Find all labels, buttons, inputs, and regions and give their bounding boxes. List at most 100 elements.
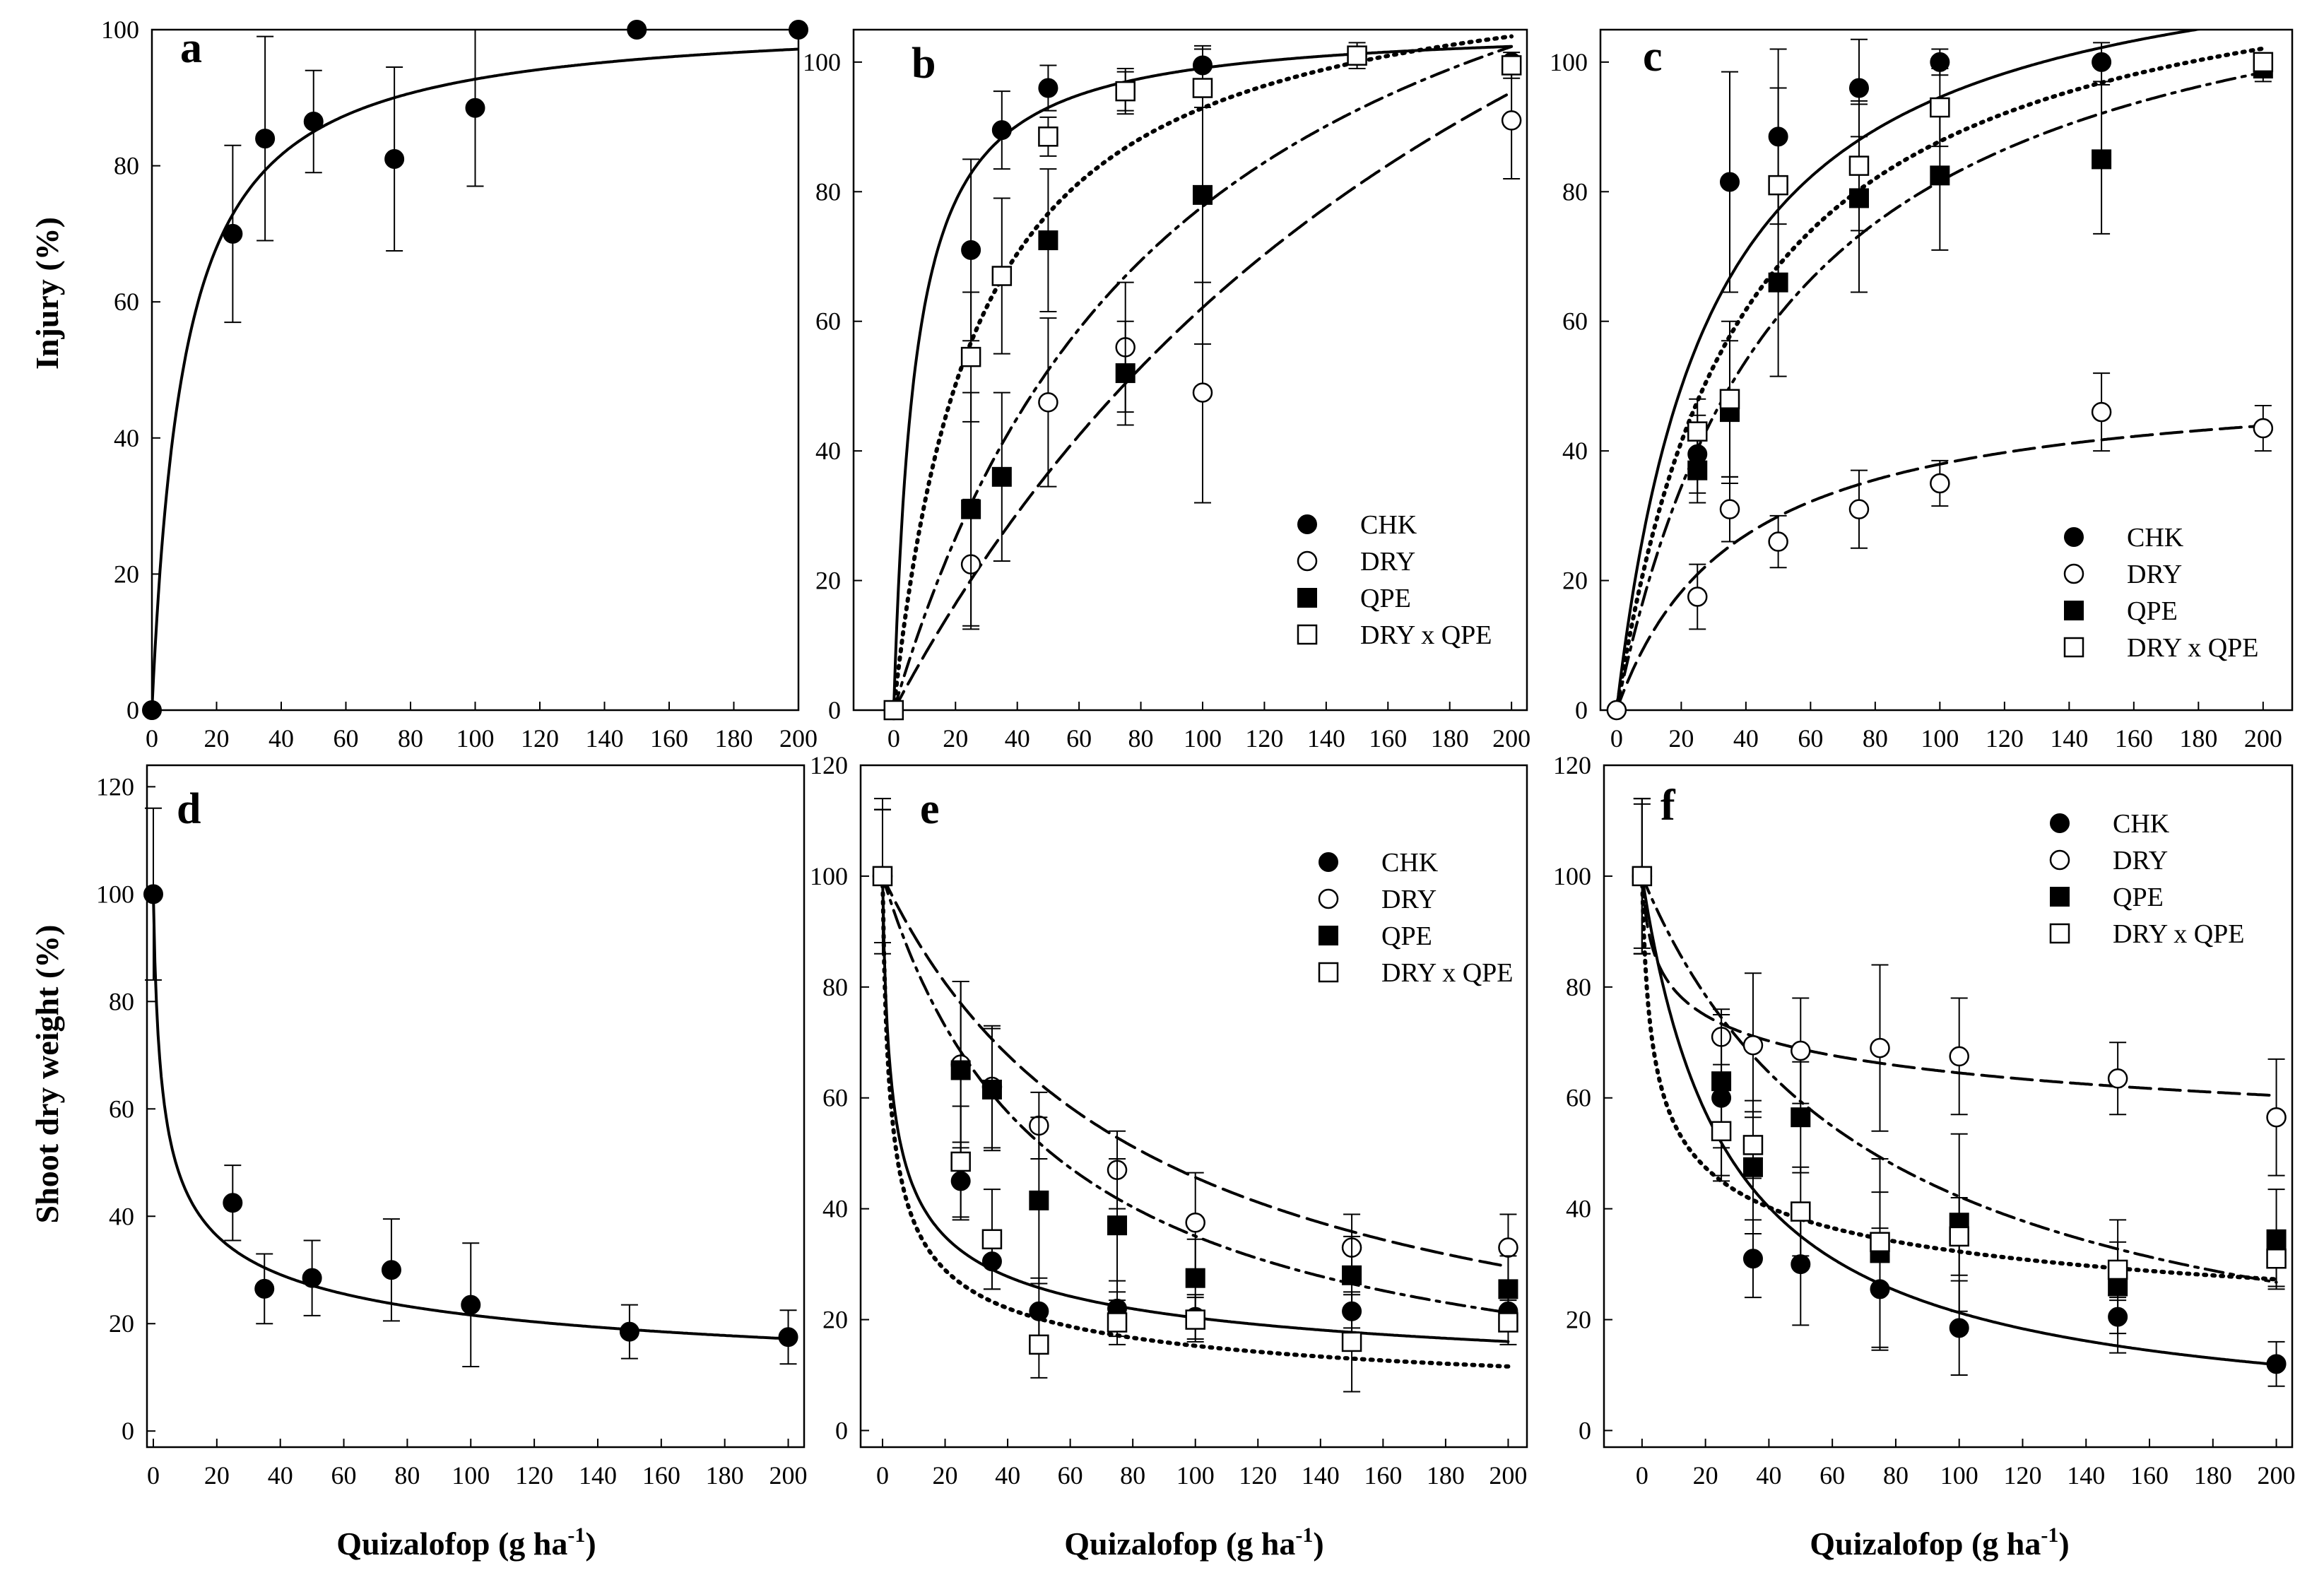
data-point	[619, 1321, 639, 1342]
data-point	[1347, 45, 1367, 66]
legend-marker	[2049, 923, 2070, 944]
panel-letter: e	[920, 785, 940, 833]
x-tick-label: 20	[204, 1461, 230, 1490]
legend-label: DRY	[1381, 885, 1437, 914]
x-tick-label: 100	[456, 724, 495, 753]
data-point	[1107, 1312, 1128, 1333]
legend-marker	[1297, 550, 1318, 572]
data-point	[981, 1229, 1003, 1250]
data-point	[223, 223, 243, 244]
legend-marker	[2050, 887, 2070, 907]
data-point	[1115, 363, 1136, 384]
legend-label: DRY x QPE	[1381, 958, 1514, 988]
data-point	[1949, 1046, 1969, 1067]
x-tick-label: 140	[579, 1461, 617, 1490]
x-tick-label: 60	[1058, 1461, 1083, 1490]
x-tick-label: 180	[1427, 1461, 1465, 1490]
legend-label: DRY x QPE	[2127, 633, 2259, 663]
y-tick-label: 20	[1562, 567, 1588, 595]
legend-label: DRY	[2127, 560, 2182, 589]
data-point	[1038, 126, 1058, 147]
legend-marker	[2050, 813, 2070, 833]
x-axis-title-d: Quizalofop (g ha-1)	[336, 1523, 596, 1562]
data-point	[1038, 230, 1058, 251]
y-tick-label: 0	[835, 1416, 848, 1444]
panel-letter: f	[1661, 782, 1676, 830]
data-point	[961, 499, 981, 519]
x-tick-label: 0	[146, 724, 158, 753]
data-point	[2107, 1068, 2128, 1089]
x-axis-title-text: Quizalofop (g ha	[336, 1526, 567, 1562]
x-tick-label: 100	[1184, 724, 1222, 753]
data-point	[1687, 586, 1708, 607]
legend-marker	[1318, 888, 1339, 909]
data-point	[1115, 81, 1136, 102]
x-tick-label: 200	[779, 724, 818, 753]
data-point	[1342, 1265, 1362, 1285]
data-point	[1498, 1237, 1518, 1258]
x-tick-label: 60	[331, 1461, 357, 1490]
data-point	[627, 20, 647, 40]
x-tick-label: 180	[2179, 724, 2217, 753]
data-point	[1742, 1034, 1764, 1056]
x-tick-label: 40	[268, 1461, 293, 1490]
x-tick-label: 100	[1921, 724, 1959, 753]
x-tick-label: 160	[1364, 1461, 1402, 1490]
x-tick-label: 120	[1986, 724, 2024, 753]
data-point	[1949, 1226, 1969, 1247]
y-tick-label: 0	[828, 696, 841, 724]
data-point	[960, 346, 981, 367]
data-point	[1719, 172, 1740, 192]
legend: CHK DRY QPE DRY x QPE	[1318, 848, 1514, 988]
plot-frame	[1603, 764, 2294, 1449]
y-tick-label: 40	[1562, 437, 1588, 465]
data-point	[1192, 184, 1213, 205]
x-tick-label: 80	[1120, 1461, 1145, 1490]
data-point	[1632, 866, 1653, 887]
legend-label: QPE	[1360, 584, 1411, 613]
data-point	[1949, 1318, 1969, 1338]
legend: CHK DRY QPE DRY x QPE	[1297, 510, 1492, 650]
legend-marker	[2064, 527, 2084, 547]
legend-marker	[1319, 926, 1338, 945]
x-tick-label: 40	[1733, 724, 1759, 753]
x-tick-label: 80	[398, 724, 423, 753]
legend-marker	[1297, 588, 1317, 608]
data-point	[1870, 1037, 1890, 1059]
data-point	[255, 129, 276, 149]
x-tick-label: 20	[933, 1461, 958, 1490]
legend-label: DRY x QPE	[2113, 919, 2245, 949]
data-point	[991, 466, 1012, 487]
data-point	[302, 1268, 322, 1288]
x-tick-label: 0	[1610, 724, 1623, 753]
x-tick-label: 0	[1636, 1461, 1648, 1490]
data-point	[2253, 418, 2274, 439]
y-tick-label: 60	[1566, 1084, 1591, 1112]
data-point	[1719, 389, 1740, 410]
x-tick-label: 140	[2067, 1461, 2105, 1490]
data-point	[465, 98, 485, 118]
panel-c: 0 20 40 60 80 100 120 140 160 180 200 0 20 40 60 80 100 c…	[1550, 28, 2294, 753]
data-point	[1930, 97, 1950, 118]
x-tick-label: 200	[769, 1461, 808, 1490]
y-tick-label: 20	[822, 1306, 848, 1334]
x-tick-label: 140	[586, 724, 624, 753]
data-point	[1719, 499, 1740, 519]
data-point	[1791, 1040, 1811, 1061]
series-dry-x-qpe	[1687, 52, 2274, 478]
data-point	[1742, 1249, 1763, 1269]
data-point	[961, 240, 981, 260]
y-tick-label: 20	[109, 1309, 134, 1338]
x-axis-title-end: )	[2058, 1526, 2069, 1562]
x-axis-title-end: )	[585, 1526, 596, 1562]
x-tick-label: 60	[1819, 1461, 1845, 1490]
x-tick-label: 80	[1863, 724, 1888, 753]
x-tick-label: 200	[2244, 724, 2282, 753]
data-point	[1038, 78, 1058, 98]
y-tick-label: 100	[96, 880, 134, 908]
y-tick-label: 20	[114, 560, 139, 588]
x-tick-label: 140	[1307, 724, 1345, 753]
x-tick-label: 0	[887, 724, 900, 753]
plot-frame	[859, 764, 1528, 1449]
x-tick-label: 160	[1369, 724, 1407, 753]
